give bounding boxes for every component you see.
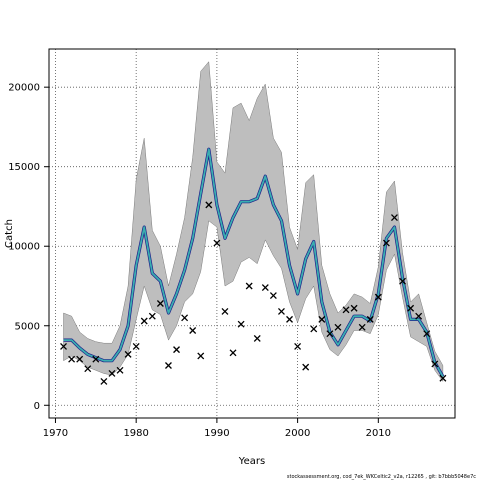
observed-point [60, 342, 67, 350]
observed-point [310, 325, 318, 333]
y-tick-label: 10000 [8, 242, 40, 253]
x-tick-label: 2000 [285, 428, 310, 439]
y-tick-label: 20000 [8, 83, 40, 94]
y-axis-title: Catch [4, 219, 15, 248]
observed-point [181, 314, 189, 322]
x-tick-label: 1990 [204, 428, 229, 439]
observed-point [100, 377, 108, 385]
footer-note: stockassessment.org, cod_7ek_WKCeltic2_v… [287, 474, 476, 480]
observed-points [60, 201, 447, 385]
observed-point [294, 342, 302, 350]
observed-point [213, 239, 221, 247]
observed-point [68, 355, 76, 363]
observed-point [439, 374, 447, 382]
observed-point [221, 307, 229, 315]
observed-point [237, 320, 245, 328]
x-tick-label: 2010 [366, 428, 391, 439]
observed-point [399, 277, 406, 285]
observed-point [205, 201, 213, 209]
observed-point [132, 342, 140, 350]
x-axis-title: Years [238, 456, 265, 467]
observed-point [253, 335, 261, 342]
observed-point [173, 346, 180, 354]
observed-point [374, 293, 382, 301]
observed-point [334, 323, 342, 331]
observed-point [318, 315, 326, 323]
observed-point [278, 307, 285, 315]
observed-point [415, 312, 423, 320]
observed-point [116, 366, 124, 374]
observed-point [92, 355, 100, 363]
x-tick-label: 1980 [123, 428, 148, 439]
observed-point [124, 350, 132, 358]
observed-point [189, 327, 197, 334]
observed-point [76, 355, 84, 363]
observed-point [382, 239, 390, 247]
observed-point [342, 306, 350, 314]
observed-point [156, 300, 164, 307]
observed-point [366, 315, 374, 323]
x-tick-label: 1970 [43, 428, 68, 439]
observed-point [164, 362, 172, 369]
y-tick-label: 0 [34, 401, 40, 412]
observed-point [286, 315, 293, 323]
observed-point [391, 214, 398, 222]
observed-point [269, 292, 277, 299]
y-tick-label: 5000 [15, 321, 40, 332]
series-line-alt [63, 148, 444, 378]
observed-point [84, 365, 92, 373]
observed-point [326, 330, 334, 338]
series-lines [63, 147, 445, 378]
observed-point [302, 363, 310, 371]
observed-point [245, 282, 253, 290]
observed-point [358, 323, 366, 331]
observed-point [197, 352, 205, 360]
plot-frame [48, 48, 456, 419]
observed-point [261, 284, 269, 292]
observed-point [108, 370, 116, 377]
observed-point [148, 312, 156, 320]
observed-point [350, 304, 358, 312]
observed-point [431, 360, 439, 368]
observed-point [423, 330, 431, 338]
observed-point [407, 304, 415, 312]
axes: 1970 1980 1990 2000 2010 0 5000 10000 15000 20000 [8, 83, 391, 439]
observed-point [229, 349, 237, 357]
y-tick-label: 15000 [8, 162, 40, 173]
observed-point [140, 317, 148, 325]
